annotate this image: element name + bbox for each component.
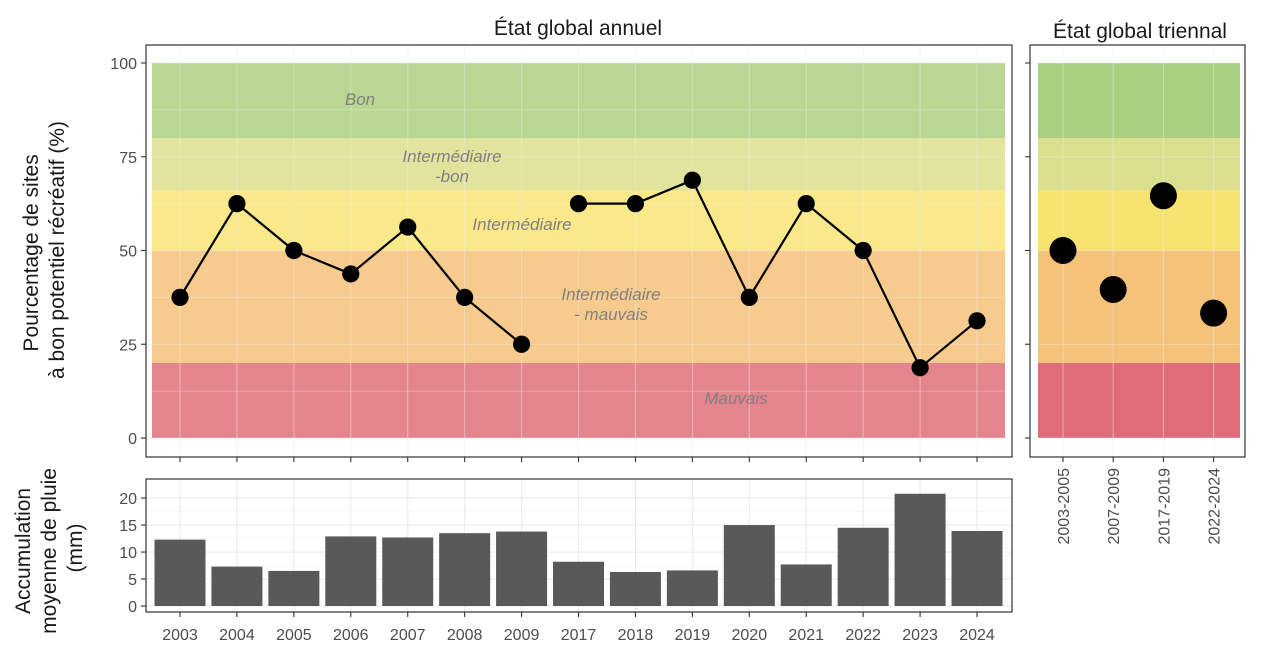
zone-band-3 [152,250,1005,363]
rain-x-tick-label: 2019 [675,627,711,644]
zone-band-4 [152,363,1005,438]
triennial-panel-title: État global triennal [1053,20,1227,43]
annual-series-line-1 [578,178,978,370]
rain-bar-2009 [496,531,548,606]
rain-x-tick-label: 2005 [276,627,312,644]
rain-x-tick-label: 2017 [561,627,597,644]
rain-bar-2023 [894,493,946,606]
rain-y-tick-label: 0 [128,599,137,616]
annual-y-tick-label: 100 [110,56,137,73]
rain-x-tick-label: 2024 [959,627,995,644]
annual-y-axis-label-line-1: Pourcentage de sites [20,154,43,351]
annual-point-2020 [740,288,758,306]
zone-label-1: Intermédiaire -bon [402,147,501,186]
triennial-panel: 2003-2005 2007-2009 2017-2019 2022-2024 [1025,44,1246,545]
rain-x-tick-label: 2023 [902,627,938,644]
annual-point-2019 [683,171,701,189]
rain-bar-2008 [439,533,491,606]
rain-bar-2019 [666,570,718,606]
triennial-x-tick-label: 2003-2005 [1056,468,1073,545]
annual-panel: Bon Intermédiaire -bon Intermédiaire Intermé… [110,44,1013,462]
annual-point-2007 [399,218,417,236]
annual-point-2008 [456,288,474,306]
rain-bar-2018 [609,572,661,606]
rain-bar-2003 [154,539,206,606]
rain-x-tick-label: 2021 [788,627,824,644]
annual-point-2006 [342,265,360,283]
rain-bar-2007 [382,537,434,606]
zone-label-3: Intermédiaire - mauvais [561,285,660,324]
triennial-x-tick-label: 2022-2024 [1207,468,1224,545]
triennial-point-2007-2009 [1099,276,1127,303]
rain-y-tick-label: 10 [119,545,137,562]
annual-y-tick-label: 0 [128,431,137,448]
rain-bar-2004 [211,566,263,606]
triennial-point-2022-2024 [1200,299,1228,327]
rain-y-axis-label: Accumulation moyenne de pluie (mm) [12,462,87,634]
annual-point-2005 [285,241,303,260]
rain-x-tick-label: 2008 [447,627,483,644]
rain-x-tick-label: 2006 [333,627,369,644]
rain-x-tick-label: 2009 [504,627,540,644]
triennial-zone-band-0 [1038,63,1240,138]
annual-point-2003 [171,288,189,306]
zone-label-4: Mauvais [704,389,768,408]
zone-band-1 [152,138,1005,191]
annual-y-tick-label: 50 [119,244,137,261]
annual-panel-title: État global annuel [494,17,662,40]
rain-y-axis-label-line-3: (mm) [64,524,87,573]
triennial-point-2003-2005 [1049,237,1077,264]
rain-y-axis-label-line-1: Accumulation [12,488,35,614]
annual-y-tick-label: 75 [119,150,137,167]
annual-point-2004 [228,195,246,213]
rain-y-axis-label-line-2: moyenne de pluie [38,468,61,634]
annual-point-2024 [968,312,986,330]
rain-y-tick-label: 20 [119,491,137,508]
triennial-zone-band-4 [1038,363,1240,438]
rain-x-tick-label: 2018 [618,627,654,644]
zone-label-0: Bon [345,90,375,109]
annual-point-2009 [512,335,531,353]
triennial-zone-band-1 [1038,138,1240,191]
annual-point-2017 [569,195,588,213]
rain-bar-2005 [268,570,320,606]
rain-y-tick-label: 5 [128,572,137,589]
rain-bar-2020 [723,525,775,606]
rain-bar-2006 [325,536,377,606]
annual-point-2018 [626,195,645,213]
rain-bar-2024 [951,531,1003,606]
rain-x-tick-label: 2003 [162,627,198,644]
rain-x-tick-label: 2022 [845,627,881,644]
annual-point-2021 [797,195,815,213]
rain-bar-2021 [780,564,832,606]
triennial-point-2017-2019 [1149,182,1177,210]
rain-panel: 0 5 10 15 20 2003 2004 2005 2006 2007 2008 2009 2017… [119,478,1013,644]
annual-y-axis-label: Pourcentage de sites à bon potentiel réc… [20,121,69,379]
annual-y-axis-label-line-2: à bon potentiel récréatif (%) [46,121,69,379]
rain-x-tick-label: 2007 [390,627,426,644]
rain-bar-2022 [837,527,889,606]
rain-x-tick-label: 2020 [732,627,768,644]
annual-point-2022 [854,241,872,260]
rain-bar-2017 [553,561,605,606]
rain-y-tick-label: 15 [119,518,137,535]
annual-y-tick-label: 25 [119,337,137,354]
zone-label-2: Intermédiaire [472,215,571,234]
triennial-x-tick-label: 2007-2009 [1106,468,1123,545]
zone-band-0 [152,63,1005,138]
triennial-x-tick-label: 2017-2019 [1156,468,1173,545]
rain-x-tick-label: 2004 [219,627,255,644]
annual-point-2023 [911,359,929,377]
